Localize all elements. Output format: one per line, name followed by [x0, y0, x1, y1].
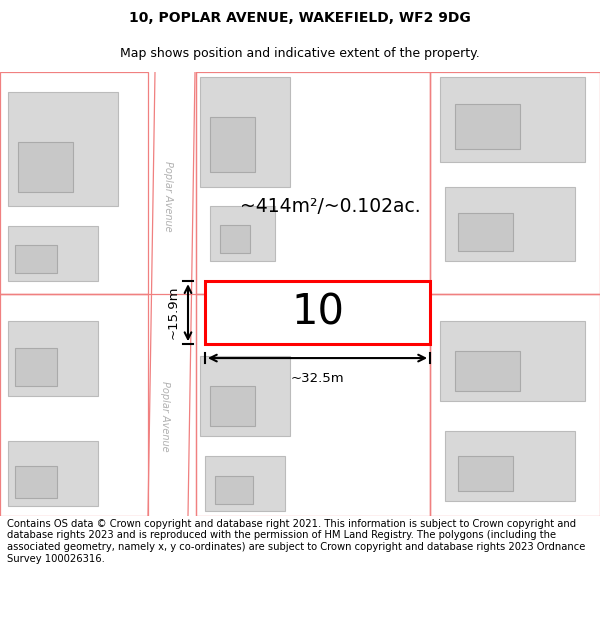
Bar: [196, 72, 430, 294]
Polygon shape: [148, 72, 195, 516]
Bar: [210, 117, 255, 172]
Text: ~32.5m: ~32.5m: [290, 372, 344, 385]
Bar: [0, 294, 148, 516]
Bar: [220, 226, 250, 253]
Text: Map shows position and indicative extent of the property.: Map shows position and indicative extent…: [120, 48, 480, 61]
Text: ~414m²/~0.102ac.: ~414m²/~0.102ac.: [239, 197, 421, 216]
Bar: [200, 77, 290, 186]
Bar: [200, 356, 290, 436]
Text: Poplar Avenue: Poplar Avenue: [163, 161, 173, 232]
Text: Contains OS data © Crown copyright and database right 2021. This information is : Contains OS data © Crown copyright and d…: [7, 519, 586, 564]
Bar: [210, 206, 275, 261]
Bar: [8, 441, 98, 506]
Text: 10: 10: [291, 292, 344, 334]
Bar: [440, 321, 585, 401]
Bar: [458, 214, 513, 251]
Bar: [445, 186, 575, 261]
Bar: [458, 456, 513, 491]
Bar: [15, 246, 57, 273]
Bar: [0, 72, 148, 294]
Bar: [8, 321, 98, 396]
Bar: [210, 386, 255, 426]
Bar: [455, 351, 520, 391]
Text: ~15.9m: ~15.9m: [167, 286, 180, 339]
Bar: [215, 476, 253, 504]
Bar: [8, 92, 118, 206]
Text: 10, POPLAR AVENUE, WAKEFIELD, WF2 9DG: 10, POPLAR AVENUE, WAKEFIELD, WF2 9DG: [129, 11, 471, 25]
Bar: [18, 142, 73, 191]
Bar: [440, 77, 585, 162]
Text: Poplar Avenue: Poplar Avenue: [160, 381, 170, 451]
Bar: [430, 72, 600, 294]
Bar: [205, 456, 285, 511]
Bar: [240, 289, 365, 334]
Bar: [205, 281, 430, 344]
Bar: [196, 294, 430, 516]
Bar: [15, 466, 57, 498]
Bar: [445, 431, 575, 501]
Bar: [15, 348, 57, 386]
Bar: [8, 226, 98, 281]
Bar: [455, 104, 520, 149]
Bar: [430, 294, 600, 516]
